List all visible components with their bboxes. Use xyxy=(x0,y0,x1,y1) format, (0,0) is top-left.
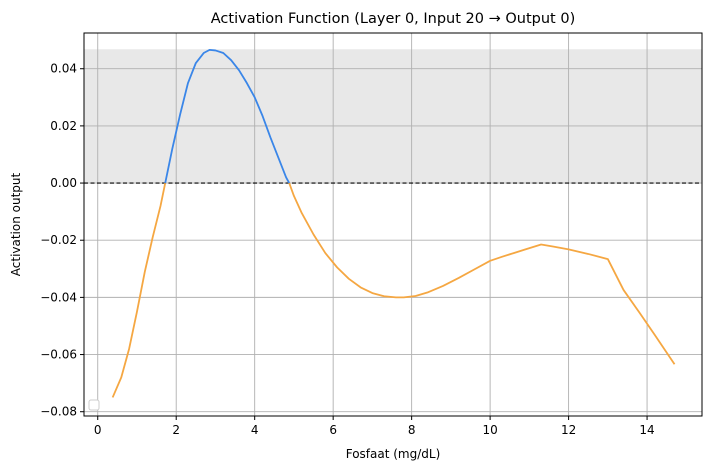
curve-group xyxy=(111,48,676,398)
activation-curve-negative xyxy=(111,182,167,398)
x-tick-label: 8 xyxy=(408,423,416,437)
y-tick-label: 0.02 xyxy=(50,119,77,133)
axes-frame xyxy=(83,32,703,417)
y-axis-label: Activation output xyxy=(9,172,23,276)
x-tick-label: 12 xyxy=(561,423,576,437)
y-tick-label: 0.00 xyxy=(50,176,77,190)
x-axis-label: Fosfaat (mg/dL) xyxy=(346,447,441,461)
x-tick-label: 2 xyxy=(172,423,180,437)
y-tick-label: −0.08 xyxy=(40,405,77,419)
legend-box xyxy=(88,399,100,411)
activation-curve-negative xyxy=(288,182,676,365)
y-tick-label: −0.02 xyxy=(40,233,77,247)
x-tick-label: 6 xyxy=(329,423,337,437)
chart-title: Activation Function (Layer 0, Input 20 →… xyxy=(211,11,575,27)
x-tick-label: 10 xyxy=(482,423,497,437)
shaded-band xyxy=(84,49,702,184)
y-tick-label: −0.06 xyxy=(40,348,77,362)
x-tick-label: 14 xyxy=(639,423,654,437)
y-tick-label: 0.04 xyxy=(50,62,77,76)
activation-curve-positive xyxy=(164,48,291,184)
x-tick-label: 4 xyxy=(251,423,259,437)
y-tick-label: −0.04 xyxy=(40,290,77,304)
x-tick-label: 0 xyxy=(94,423,102,437)
